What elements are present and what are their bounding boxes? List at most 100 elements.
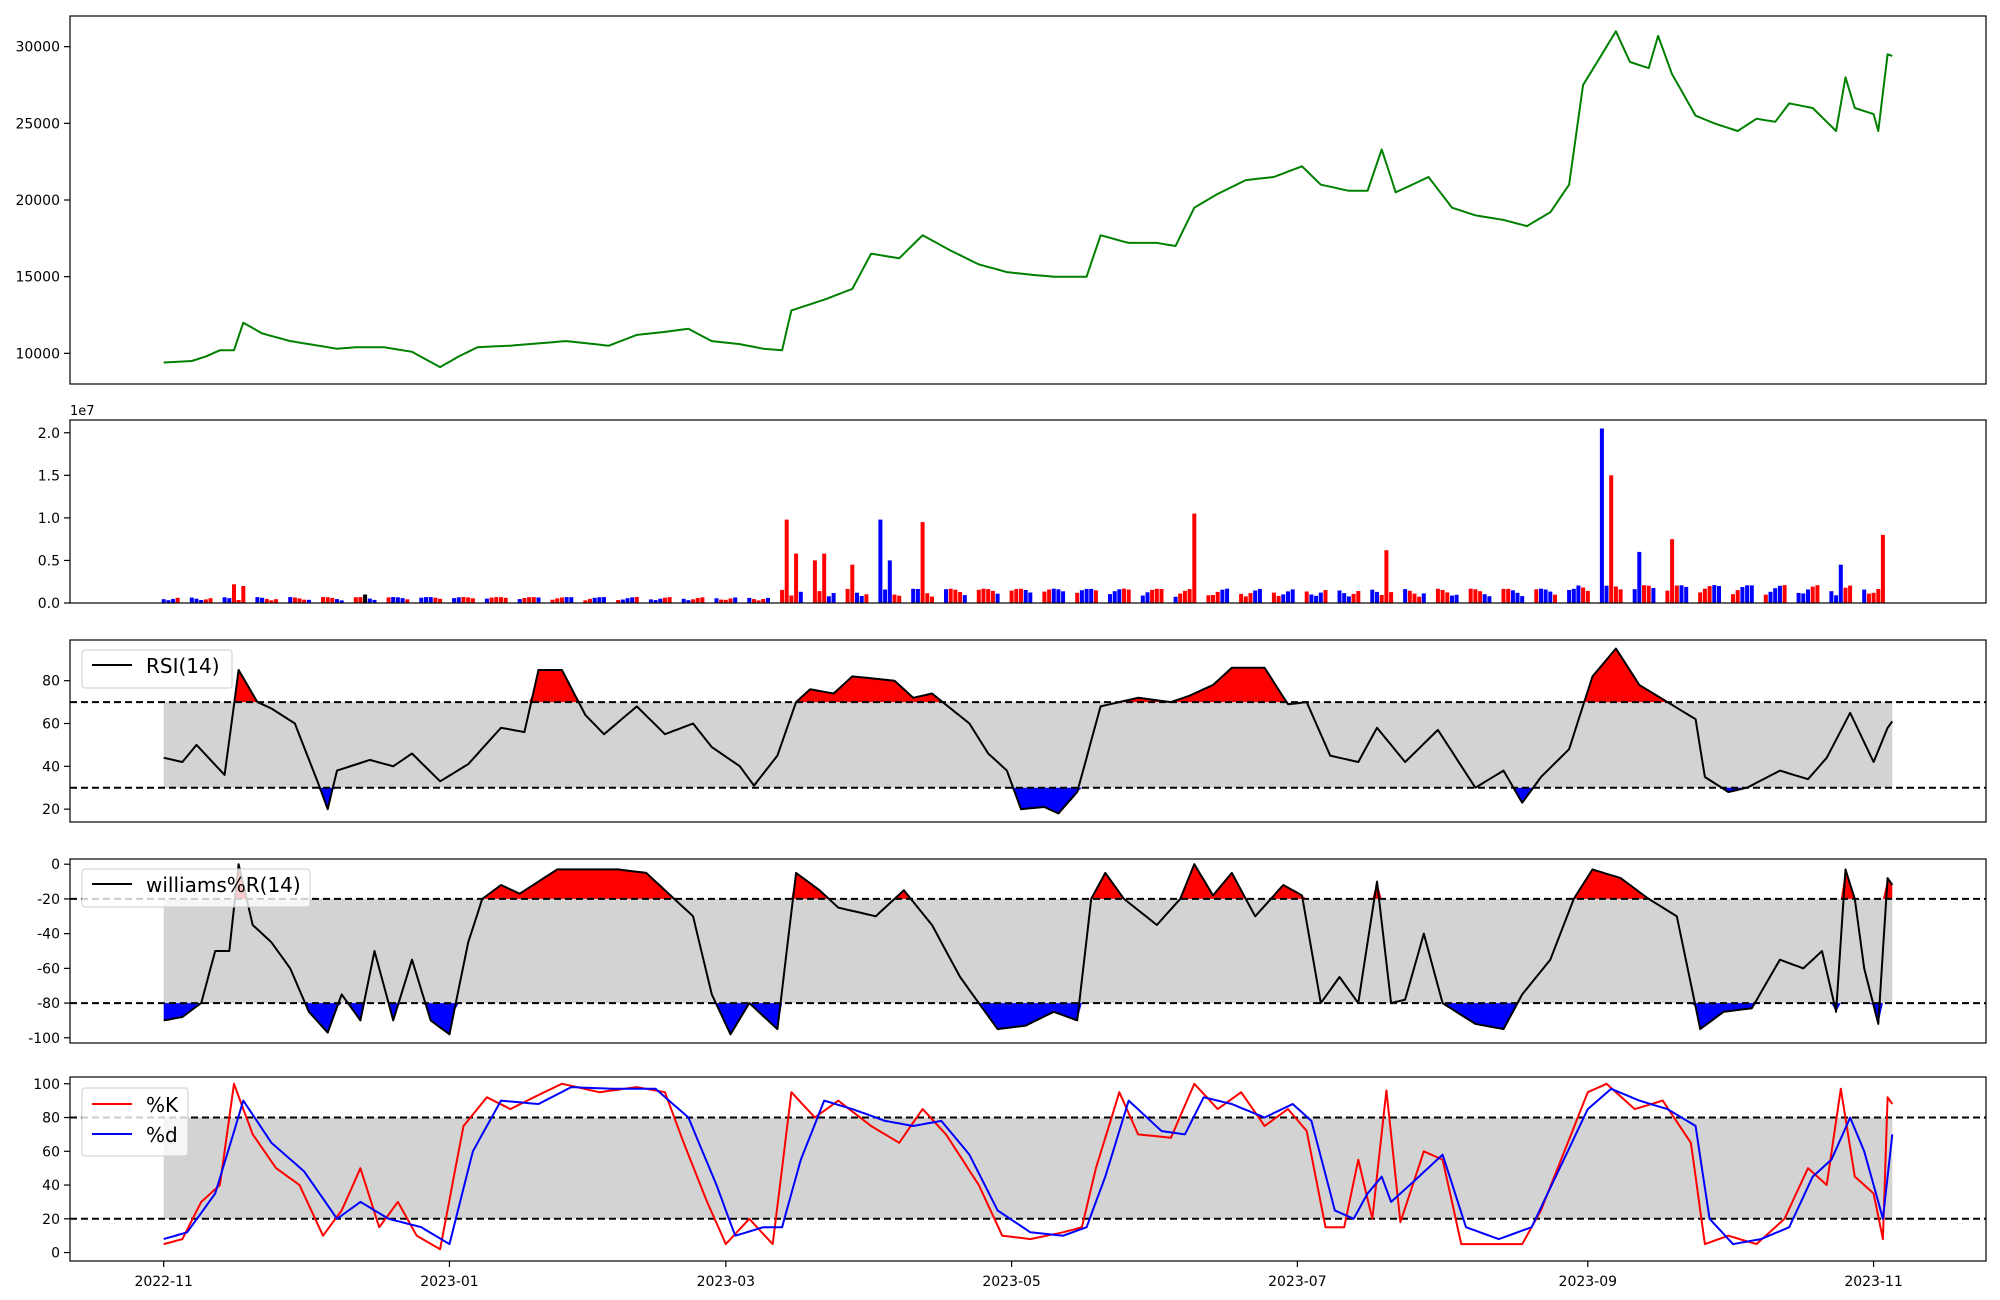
- volume-bar: [1862, 589, 1867, 603]
- volume-bar: [1707, 586, 1712, 603]
- volume-bar: [1712, 585, 1717, 603]
- volume-bar: [756, 600, 761, 603]
- volume-panel: 0.0 0.5 1.0 1.5 2.0: [38, 419, 1987, 612]
- stochastic-frame: [69, 1076, 1987, 1262]
- volume-bar: [1159, 589, 1164, 603]
- volume-bar: [1421, 593, 1426, 603]
- volume-bar: [1702, 588, 1707, 603]
- volume-bar: [503, 597, 508, 603]
- volume-bar: [484, 598, 489, 603]
- volume-bar: [1253, 590, 1258, 603]
- volume-bar: [461, 597, 466, 603]
- volume-bar: [419, 597, 424, 603]
- volume-bar: [892, 594, 897, 603]
- volume-bar: [1604, 585, 1609, 603]
- volume-bar: [1745, 585, 1750, 603]
- volume-bar: [897, 595, 902, 603]
- volume-bar: [1089, 588, 1094, 603]
- volume-bar: [948, 588, 953, 603]
- volume-bar: [1642, 585, 1646, 603]
- volume-bar: [288, 597, 293, 603]
- volume-bar: [1117, 589, 1122, 603]
- volume-bar: [1346, 596, 1351, 603]
- williams-line: [163, 863, 1894, 1036]
- volume-bar: [953, 589, 958, 603]
- volume-bar: [1314, 595, 1319, 603]
- price-y-tick-label: 25000: [15, 116, 60, 132]
- volume-bar: [1286, 591, 1290, 603]
- volume-bar: [1651, 588, 1656, 603]
- volume-bar: [812, 560, 817, 603]
- volume-bar: [1154, 588, 1159, 603]
- x-tick-label: 2023-03: [697, 1274, 756, 1290]
- volume-bar: [199, 600, 204, 603]
- volume-bar: [719, 599, 724, 603]
- volume-bar: [353, 597, 358, 603]
- volume-bar: [1187, 589, 1192, 603]
- volume-bar: [1482, 594, 1487, 603]
- volume-bar: [1440, 590, 1445, 603]
- volume-bar: [747, 597, 752, 603]
- d-line: [163, 1086, 1894, 1246]
- volume-bar: [1056, 589, 1061, 603]
- volume-bar: [1271, 592, 1276, 603]
- volume-bar: [1806, 589, 1810, 603]
- d-legend-label: %d: [146, 1123, 178, 1147]
- volume-bar: [1370, 589, 1375, 603]
- volume-bar: [1866, 593, 1871, 603]
- rsi-legend: RSI(14): [81, 649, 233, 689]
- volume-bar: [920, 522, 925, 603]
- volume-bar: [1356, 591, 1361, 603]
- volume-bar: [1510, 590, 1515, 603]
- volume-bar: [1670, 539, 1675, 603]
- volume-bar: [1445, 592, 1450, 603]
- williams-oversold-fill: [163, 1003, 1893, 1035]
- volume-bar: [1637, 551, 1642, 603]
- volume-bar: [925, 593, 930, 603]
- volume-bar: [531, 597, 536, 603]
- volume-bar: [911, 588, 916, 603]
- volume-bar: [1023, 590, 1028, 603]
- volume-bar: [236, 600, 241, 603]
- volume-bar: [1473, 589, 1478, 603]
- volume-bar: [990, 590, 995, 603]
- x-tick-label: 2022-11: [134, 1274, 193, 1290]
- volume-bar: [1585, 590, 1590, 603]
- volume-bar: [1126, 589, 1131, 603]
- volume-bar: [1290, 589, 1295, 603]
- volume-bar: [1182, 590, 1187, 603]
- volume-bar: [723, 599, 728, 603]
- volume-bar: [1304, 591, 1309, 603]
- volume-bar: [189, 597, 194, 603]
- volume-bar: [321, 597, 325, 603]
- volume-bar: [222, 597, 227, 603]
- volume-bar: [1768, 591, 1773, 603]
- volume-bar: [1684, 586, 1689, 603]
- volume-bar: [1173, 596, 1178, 603]
- volume-bar: [695, 598, 700, 603]
- volume-bar: [1061, 591, 1066, 603]
- volume-bar: [1876, 589, 1881, 603]
- volume-bar: [325, 597, 330, 603]
- stochastic-legend: %K %d: [81, 1087, 189, 1157]
- volume-bar: [766, 597, 770, 603]
- volume-bar: [944, 589, 948, 603]
- volume-bar: [1051, 588, 1056, 603]
- stochastic-y-tick-label: 100: [33, 1077, 60, 1093]
- volume-bar: [1084, 588, 1089, 603]
- williams-overbought-fill: [163, 864, 1893, 899]
- volume-bar: [330, 597, 335, 603]
- volume-bar: [1576, 585, 1581, 603]
- volume-bar: [1848, 585, 1853, 603]
- volume-bar: [1206, 595, 1211, 603]
- volume-bar: [1257, 588, 1262, 603]
- volume-bar: [915, 589, 920, 603]
- volume-bar: [850, 564, 855, 603]
- volume-bar: [597, 597, 602, 603]
- price-line: [163, 30, 1893, 369]
- volume-scale-label: 1e7: [70, 404, 95, 419]
- volume-bar: [1140, 595, 1145, 603]
- volume-bar: [1501, 588, 1506, 603]
- volume-bar: [1412, 593, 1417, 603]
